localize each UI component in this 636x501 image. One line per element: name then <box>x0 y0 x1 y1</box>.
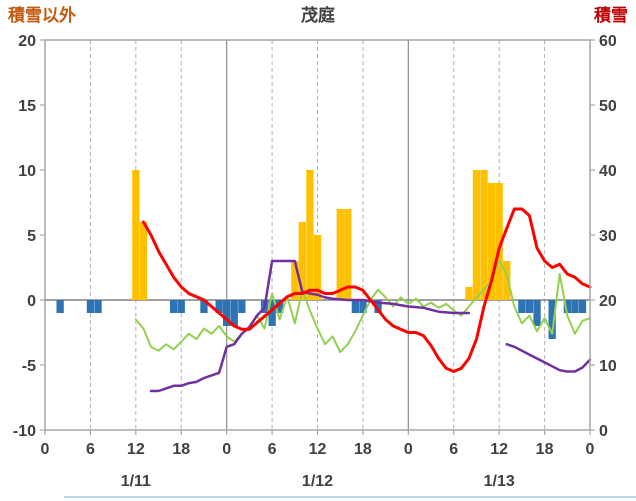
left-axis-title: 積雪以外 <box>8 6 76 25</box>
x-tick-label: 18 <box>172 441 190 458</box>
x-tick-label: 0 <box>222 441 231 458</box>
bar <box>465 287 473 300</box>
x-tick-label: 0 <box>41 441 50 458</box>
bar <box>563 300 571 313</box>
bar <box>276 300 284 313</box>
bar <box>374 300 382 313</box>
chart-title: 茂庭 <box>301 6 335 25</box>
x-tick-label: 6 <box>268 441 277 458</box>
left-tick-label: 20 <box>18 33 36 50</box>
bar <box>215 300 223 313</box>
bar <box>480 170 488 300</box>
x-tick-label: 12 <box>127 441 145 458</box>
blue-bars <box>56 300 587 339</box>
bar <box>359 300 367 313</box>
bar <box>170 300 178 313</box>
bar <box>177 300 185 313</box>
left-tick-label: 10 <box>18 163 36 180</box>
x-tick-label: 18 <box>536 441 554 458</box>
bar <box>139 222 148 300</box>
right-tick-label: 0 <box>599 423 608 440</box>
right-tick-label: 30 <box>599 228 617 245</box>
bar <box>578 300 587 313</box>
left-tick-label: 5 <box>27 228 36 245</box>
right-axis-title: 積雪 <box>594 6 628 25</box>
date-label: 1/11 <box>121 473 151 490</box>
x-tick-label: 6 <box>86 441 95 458</box>
right-tick-label: 60 <box>599 33 617 50</box>
right-tick-label: 50 <box>599 98 617 115</box>
x-tick-label: 12 <box>490 441 508 458</box>
right-tick-label: 10 <box>599 358 617 375</box>
bar <box>56 300 64 313</box>
date-label: 1/13 <box>484 473 515 490</box>
left-tick-label: 15 <box>18 98 36 115</box>
bar <box>132 170 140 300</box>
left-tick-label: -5 <box>22 358 36 375</box>
left-tick-label: -10 <box>13 423 36 440</box>
x-tick-label: 18 <box>354 441 372 458</box>
bar <box>571 300 579 313</box>
bar <box>200 300 208 313</box>
bar <box>336 209 344 300</box>
bar <box>298 222 306 300</box>
bar <box>351 300 359 313</box>
bar <box>503 261 511 300</box>
bar <box>548 300 556 339</box>
bar <box>495 183 503 300</box>
bar <box>94 300 102 313</box>
bar <box>238 300 246 313</box>
right-tick-label: 20 <box>599 293 617 310</box>
bottom-edge-line <box>64 496 636 498</box>
bar <box>472 170 481 300</box>
x-tick-label: 0 <box>404 441 413 458</box>
date-label: 1/12 <box>302 473 333 490</box>
bar <box>223 300 231 326</box>
right-tick-label: 40 <box>599 163 617 180</box>
red-line <box>141 207 592 373</box>
left-tick-label: 0 <box>27 293 36 310</box>
bar <box>525 300 534 313</box>
bar <box>268 300 276 326</box>
x-tick-label: 6 <box>449 441 458 458</box>
bar <box>291 261 299 300</box>
x-tick-label: 0 <box>586 441 595 458</box>
bar <box>533 300 541 326</box>
bar <box>518 300 526 313</box>
x-tick-label: 12 <box>309 441 327 458</box>
bar <box>306 170 314 300</box>
orange-bars <box>132 170 511 300</box>
bar <box>230 300 238 326</box>
bar <box>86 300 95 313</box>
bar <box>313 235 322 300</box>
purple-line <box>149 259 592 393</box>
green-line <box>134 260 591 353</box>
bar <box>344 209 352 300</box>
bar <box>488 183 496 300</box>
